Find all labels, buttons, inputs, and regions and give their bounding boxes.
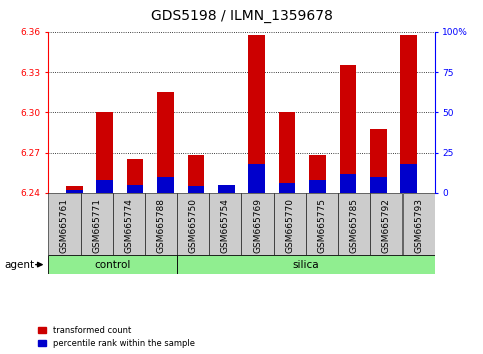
Bar — [400, 164, 417, 193]
Text: GSM665788: GSM665788 — [156, 198, 166, 253]
Bar — [127, 185, 143, 193]
Bar — [187, 187, 204, 193]
Text: GSM665775: GSM665775 — [317, 198, 327, 253]
Text: agent: agent — [5, 259, 35, 270]
Bar — [370, 177, 387, 193]
Bar — [340, 173, 356, 193]
Bar — [96, 180, 113, 193]
Bar — [48, 255, 177, 274]
Bar — [279, 113, 296, 193]
Bar — [177, 193, 209, 255]
Bar — [340, 65, 356, 193]
Bar — [306, 193, 338, 255]
Text: GSM665761: GSM665761 — [60, 198, 69, 253]
Text: GSM665754: GSM665754 — [221, 198, 230, 253]
Bar — [218, 185, 235, 193]
Text: GSM665793: GSM665793 — [414, 198, 423, 253]
Bar — [402, 193, 435, 255]
Bar — [370, 129, 387, 193]
Bar — [81, 193, 113, 255]
Bar — [145, 193, 177, 255]
Bar — [66, 186, 83, 193]
Bar — [218, 189, 235, 193]
Text: GSM665750: GSM665750 — [189, 198, 198, 253]
Legend: transformed count, percentile rank within the sample: transformed count, percentile rank withi… — [38, 326, 195, 348]
Bar — [96, 113, 113, 193]
Text: GSM665792: GSM665792 — [382, 198, 391, 253]
Bar — [177, 255, 435, 274]
Text: GSM665774: GSM665774 — [124, 198, 133, 253]
Text: silica: silica — [293, 259, 319, 270]
Bar — [48, 193, 81, 255]
Text: GSM665785: GSM665785 — [350, 198, 359, 253]
Bar — [66, 190, 83, 193]
Text: control: control — [95, 259, 131, 270]
Bar — [370, 193, 402, 255]
Bar — [127, 159, 143, 193]
Bar — [309, 180, 326, 193]
Bar — [157, 92, 174, 193]
Bar — [309, 155, 326, 193]
Text: GSM665770: GSM665770 — [285, 198, 294, 253]
Text: GSM665771: GSM665771 — [92, 198, 101, 253]
Bar — [187, 155, 204, 193]
Bar — [248, 164, 265, 193]
Bar — [274, 193, 306, 255]
Bar — [338, 193, 370, 255]
Bar — [209, 193, 242, 255]
Bar — [113, 193, 145, 255]
Bar — [279, 183, 296, 193]
Bar — [248, 35, 265, 193]
Text: GDS5198 / ILMN_1359678: GDS5198 / ILMN_1359678 — [151, 9, 332, 23]
Bar — [400, 35, 417, 193]
Text: GSM665769: GSM665769 — [253, 198, 262, 253]
Bar — [157, 177, 174, 193]
Bar — [242, 193, 274, 255]
